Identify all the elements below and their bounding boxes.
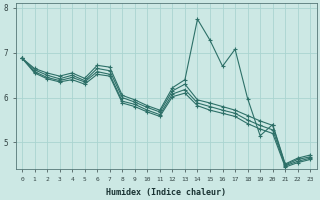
X-axis label: Humidex (Indice chaleur): Humidex (Indice chaleur)	[106, 188, 226, 197]
